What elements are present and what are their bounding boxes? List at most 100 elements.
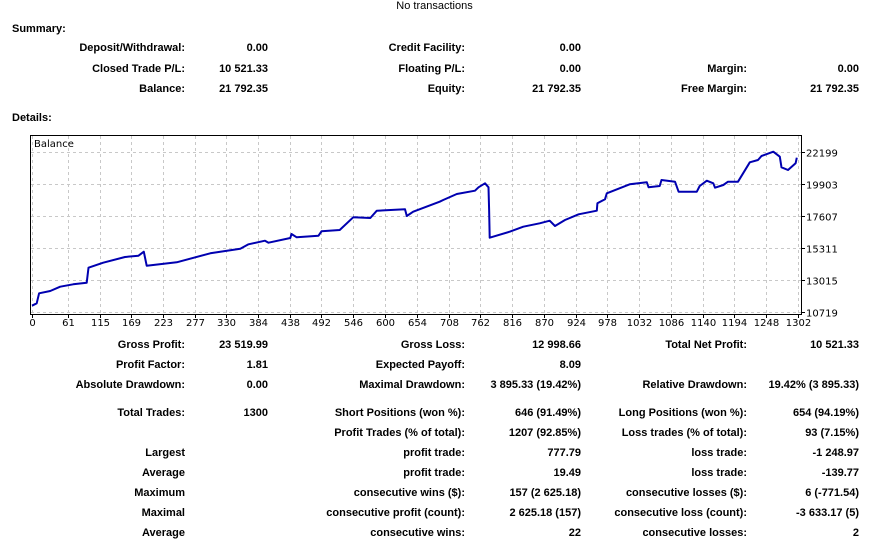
x-tick-label: 600 (376, 318, 395, 329)
details-label: loss trade: (691, 467, 747, 479)
details-label: Maximal Drawdown: (359, 379, 465, 391)
details-label: consecutive losses ($): (625, 487, 747, 499)
details-label: Total Net Profit: (665, 339, 747, 351)
details-value: 1300 (243, 407, 268, 419)
details-label: consecutive wins ($): (353, 487, 465, 499)
details-value: 2 625.18 (157) (509, 507, 581, 519)
details-label: Average (141, 527, 185, 539)
summary-value: 0.00 (837, 63, 859, 75)
x-tick-label: 115 (91, 318, 110, 329)
details-value: -139.77 (821, 467, 859, 479)
details-label: Expected Payoff: (375, 359, 465, 371)
summary-label: Balance: (139, 83, 185, 95)
x-tick-label: 762 (471, 318, 490, 329)
details-value: 3 895.33 (19.42%) (490, 379, 581, 391)
x-tick-label: 1302 (786, 318, 811, 329)
details-label: Maximum (134, 487, 185, 499)
details-value: 19.49 (553, 467, 581, 479)
details-value: 23 519.99 (219, 339, 268, 351)
summary-value: 0.00 (559, 63, 581, 75)
summary-value: 21 792.35 (810, 83, 859, 95)
details-label: consecutive losses: (642, 527, 747, 539)
summary-label: Floating P/L: (398, 63, 465, 75)
details-label: loss trade: (691, 447, 747, 459)
details-value: 1207 (92.85%) (508, 427, 581, 439)
details-value: 19.42% (3 895.33) (768, 379, 859, 391)
x-tick-label: 924 (567, 318, 586, 329)
report-title: No transactions (396, 0, 473, 12)
x-tick-label: 1032 (627, 318, 652, 329)
x-tick-label: 223 (154, 318, 173, 329)
details-value: 654 (94.19%) (792, 407, 859, 419)
details-label: Long Positions (won %): (618, 407, 747, 419)
x-tick-label: 438 (281, 318, 300, 329)
x-tick-label: 978 (598, 318, 617, 329)
details-label: Largest (145, 447, 185, 459)
details-value: 157 (2 625.18) (509, 487, 581, 499)
summary-label: Credit Facility: (388, 42, 465, 54)
x-tick-label: 1194 (722, 318, 747, 329)
plot-area (30, 135, 802, 315)
balance-line (31, 150, 798, 307)
summary-label: Free Margin: (680, 83, 747, 95)
y-tick-label: 15311 (806, 245, 838, 256)
details-label: Profit Trades (% of total): (334, 427, 465, 439)
details-label: profit trade: (403, 447, 465, 459)
x-tick-label: 870 (535, 318, 554, 329)
summary-value: 21 792.35 (219, 83, 268, 95)
summary-value: 21 792.35 (532, 83, 581, 95)
summary-label: Margin: (707, 63, 747, 75)
details-label: Gross Loss: (400, 339, 465, 351)
details-label: Average (141, 467, 185, 479)
x-tick-label: 277 (186, 318, 205, 329)
x-tick-label: 708 (440, 318, 459, 329)
y-tick-label: 19903 (806, 181, 838, 192)
details-label: Maximal (141, 507, 185, 519)
y-tick-label: 22199 (806, 149, 838, 160)
details-value: 777.79 (547, 447, 581, 459)
x-tick-label: 0 (30, 318, 36, 329)
details-value: 646 (91.49%) (514, 407, 581, 419)
details-value: 8.09 (559, 359, 581, 371)
summary-value: 10 521.33 (219, 63, 268, 75)
x-tick-label: 654 (408, 318, 427, 329)
details-heading: Details: (12, 112, 52, 124)
details-label: consecutive wins: (370, 527, 465, 539)
details-value: 6 (-771.54) (805, 487, 859, 499)
details-label: Short Positions (won %): (334, 407, 465, 419)
details-label: profit trade: (403, 467, 465, 479)
details-value: 22 (568, 527, 581, 539)
x-tick-label: 546 (344, 318, 363, 329)
summary-label: Closed Trade P/L: (92, 63, 185, 75)
x-tick-label: 61 (62, 318, 75, 329)
summary-value: 0.00 (559, 42, 581, 54)
summary-label: Equity: (427, 83, 465, 95)
x-tick-label: 330 (217, 318, 236, 329)
details-label: consecutive profit (count): (326, 507, 465, 519)
details-label: Absolute Drawdown: (75, 379, 185, 391)
x-tick-label: 169 (122, 318, 141, 329)
legend-label: Balance (34, 139, 74, 150)
x-tick-label: 384 (249, 318, 268, 329)
details-value: 2 (852, 527, 859, 539)
details-value: -3 633.17 (5) (796, 507, 859, 519)
details-value: 93 (7.15%) (805, 427, 859, 439)
x-tick-label: 492 (312, 318, 331, 329)
summary-label: Deposit/Withdrawal: (79, 42, 185, 54)
x-tick-label: 1086 (659, 318, 684, 329)
details-value: 10 521.33 (810, 339, 859, 351)
details-value: 12 998.66 (532, 339, 581, 351)
details-value: -1 248.97 (812, 447, 859, 459)
details-value: 0.00 (246, 379, 268, 391)
y-tick-label: 17607 (806, 213, 838, 224)
summary-heading: Summary: (12, 23, 66, 35)
y-tick-label: 10719 (806, 309, 838, 320)
summary-value: 0.00 (246, 42, 268, 54)
details-label: Relative Drawdown: (642, 379, 747, 391)
details-label: Total Trades: (117, 407, 185, 419)
x-tick-label: 1248 (754, 318, 779, 329)
details-label: Profit Factor: (115, 359, 185, 371)
balance-chart: 0 61 115 169 223 277 330 384 438 492 546 600 654 708 7… (30, 135, 838, 329)
y-tick-label: 13015 (806, 277, 838, 288)
x-tick-label: 816 (503, 318, 522, 329)
